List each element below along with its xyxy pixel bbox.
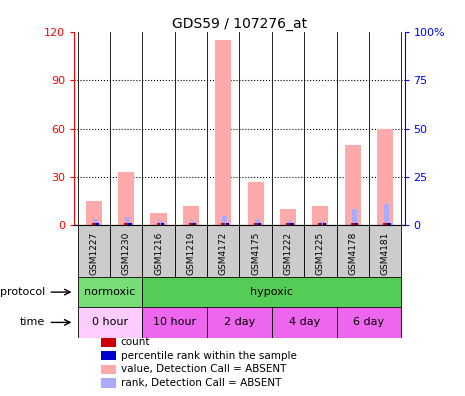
Bar (193, 223, 196, 225)
Bar (190, 221, 195, 225)
Bar (286, 223, 290, 225)
Bar (124, 223, 128, 225)
Bar (93, 219, 98, 225)
Text: 10 hour: 10 hour (153, 317, 196, 327)
Text: GSM1230: GSM1230 (122, 232, 131, 275)
Bar (175, 225, 207, 277)
Bar (383, 223, 387, 225)
Bar (86, 201, 102, 225)
Bar (189, 223, 193, 225)
Title: GDS59 / 107276_at: GDS59 / 107276_at (172, 17, 307, 30)
Bar (272, 225, 304, 277)
Text: 4 day: 4 day (289, 317, 320, 327)
Text: GSM1216: GSM1216 (154, 232, 163, 275)
Text: 6 day: 6 day (353, 317, 385, 327)
Bar (323, 223, 326, 225)
Bar (110, 225, 142, 277)
Text: 0 hour: 0 hour (92, 317, 128, 327)
Bar (101, 337, 116, 347)
Text: GSM4178: GSM4178 (348, 232, 357, 275)
Text: 2 day: 2 day (224, 317, 255, 327)
Bar (226, 223, 229, 225)
Bar (384, 204, 389, 225)
Bar (319, 223, 322, 225)
Bar (157, 223, 160, 225)
Bar (337, 307, 401, 337)
Text: time: time (20, 317, 45, 327)
Text: rank, Detection Call = ABSENT: rank, Detection Call = ABSENT (120, 378, 281, 388)
Bar (78, 225, 110, 277)
Text: GSM4181: GSM4181 (381, 232, 390, 275)
Text: GSM1227: GSM1227 (89, 232, 98, 275)
Bar (351, 223, 355, 225)
Bar (247, 182, 264, 225)
Bar (369, 225, 401, 277)
Bar (101, 379, 116, 388)
Text: GSM1222: GSM1222 (284, 232, 292, 275)
Bar (290, 223, 293, 225)
Text: GSM1225: GSM1225 (316, 232, 325, 275)
Bar (387, 223, 391, 225)
Text: protocol: protocol (0, 287, 45, 297)
Bar (101, 365, 116, 374)
Bar (158, 221, 163, 225)
Bar (142, 277, 401, 307)
Bar (287, 221, 292, 225)
Bar (161, 223, 164, 225)
Bar (78, 307, 142, 337)
Text: GSM1219: GSM1219 (186, 232, 195, 275)
Bar (92, 223, 96, 225)
Bar (96, 223, 100, 225)
Bar (101, 351, 116, 360)
Bar (128, 223, 132, 225)
Bar (258, 223, 261, 225)
Bar (352, 209, 357, 225)
Bar (183, 206, 199, 225)
Bar (345, 145, 361, 225)
Bar (319, 221, 325, 225)
Bar (255, 219, 260, 225)
Text: GSM4175: GSM4175 (251, 232, 260, 275)
Bar (312, 206, 328, 225)
Bar (126, 217, 130, 225)
Text: count: count (120, 337, 150, 347)
Text: value, Detection Call = ABSENT: value, Detection Call = ABSENT (120, 364, 286, 374)
Text: percentile rank within the sample: percentile rank within the sample (120, 350, 297, 360)
Bar (254, 223, 258, 225)
Bar (78, 277, 142, 307)
Bar (142, 307, 207, 337)
Bar (272, 307, 337, 337)
Bar (222, 216, 227, 225)
Text: GSM4172: GSM4172 (219, 232, 228, 275)
Bar (221, 223, 225, 225)
Bar (377, 129, 393, 225)
Bar (337, 225, 369, 277)
Bar (355, 223, 358, 225)
Bar (215, 40, 232, 225)
Bar (207, 225, 239, 277)
Text: normoxic: normoxic (84, 287, 136, 297)
Bar (239, 225, 272, 277)
Bar (207, 307, 272, 337)
Text: hypoxic: hypoxic (250, 287, 293, 297)
Bar (118, 172, 134, 225)
Bar (151, 213, 166, 225)
Bar (280, 209, 296, 225)
Bar (142, 225, 175, 277)
Bar (304, 225, 337, 277)
